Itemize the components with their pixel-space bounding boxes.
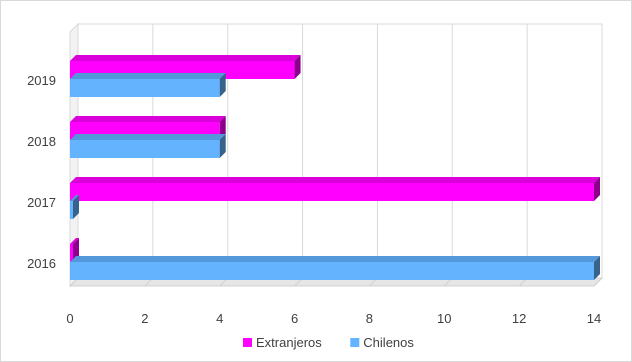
x-tick-label: 2 — [141, 311, 148, 326]
x-tick-label: 14 — [587, 311, 601, 326]
legend-swatch — [350, 338, 360, 347]
bar-extranjeros-2017 — [70, 183, 594, 201]
bar-chilenos-2018-top — [70, 134, 226, 140]
y-tick-label: 2017 — [27, 195, 56, 210]
bar-chilenos-2017 — [70, 201, 73, 219]
bar-extranjeros-2016-top — [70, 238, 79, 244]
y-tick-label: 2019 — [27, 73, 56, 88]
legend-label: Chilenos — [363, 335, 414, 350]
bar-chilenos-2017-side — [73, 195, 79, 219]
legend-label: Extranjeros — [256, 335, 322, 350]
x-tick-label: 4 — [216, 311, 223, 326]
bar-chilenos-2018 — [70, 140, 220, 158]
bar-chilenos-2016-top — [70, 256, 600, 262]
bar-extranjeros-2018-top — [70, 116, 226, 122]
bar-chilenos-2017-top — [70, 195, 79, 201]
x-tick-label: 12 — [512, 311, 526, 326]
legend-swatch — [243, 338, 252, 347]
bar-chilenos-2016-side — [594, 256, 600, 280]
x-tick-label: 6 — [291, 311, 298, 326]
floor-gridline — [593, 277, 603, 287]
y-tick-label: 2018 — [27, 134, 56, 149]
bar-extranjeros-2017-top — [70, 177, 600, 183]
bar-extranjeros-2017-side — [594, 177, 600, 201]
bar-chilenos-2019-side — [219, 73, 226, 97]
x-tick-label: 10 — [437, 311, 451, 326]
bar-chilenos-2018-side — [219, 134, 226, 158]
bar-chilenos-2019 — [70, 79, 220, 97]
y-tick-label: 2016 — [27, 256, 56, 271]
bar-chilenos-2019-top — [70, 73, 226, 79]
x-tick-label: 8 — [366, 311, 373, 326]
bar-extranjeros-2019-side — [294, 55, 301, 79]
bar-extranjeros-2016 — [70, 244, 73, 262]
x-tick-label: 0 — [66, 311, 73, 326]
bar-extranjeros-2019-top — [70, 55, 301, 61]
bar-chilenos-2016 — [70, 262, 594, 280]
